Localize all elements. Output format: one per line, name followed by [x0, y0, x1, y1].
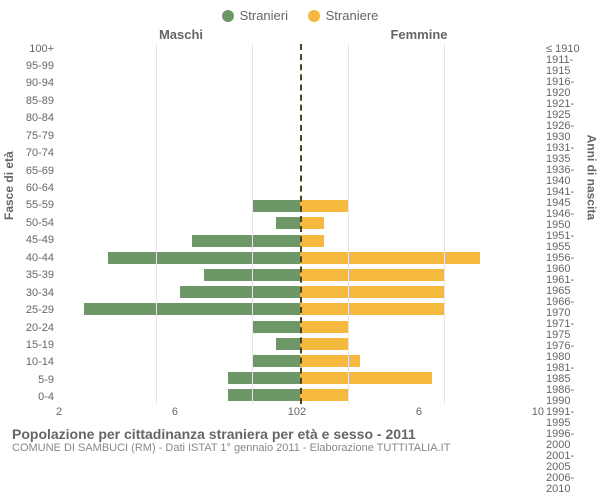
- y-left-tick: 40-44: [8, 253, 54, 264]
- y-left-tick: 65-69: [8, 166, 54, 177]
- y-left-tick: 0-4: [8, 392, 54, 403]
- y-right-tick: 1921-1925: [546, 99, 592, 121]
- bar-female: [300, 286, 444, 298]
- bar-female: [300, 235, 324, 247]
- x-tick: 10: [288, 406, 300, 418]
- y-left-tick: 35-39: [8, 270, 54, 281]
- x-tick: 10: [532, 406, 544, 418]
- y-left-tick: 45-49: [8, 235, 54, 246]
- y-right-tick: 1916-1920: [546, 77, 592, 99]
- y-left-tick: 5-9: [8, 375, 54, 386]
- y-left-tick: 85-89: [8, 96, 54, 107]
- bar-female: [300, 389, 348, 401]
- bars-area: [60, 44, 540, 404]
- legend: Stranieri Straniere: [0, 0, 600, 25]
- caption-sub: COMUNE DI SAMBUCI (RM) - Dati ISTAT 1° g…: [12, 442, 588, 454]
- y-left-tick: 100+: [8, 44, 54, 55]
- y-right-tick: 2001-2005: [546, 451, 592, 473]
- bar-female: [300, 252, 480, 264]
- legend-female: Straniere: [308, 8, 379, 23]
- header-male: Maschi: [62, 27, 300, 42]
- y-left-tick: 50-54: [8, 218, 54, 229]
- bar-male: [276, 338, 300, 350]
- y-left-tick: 10-14: [8, 357, 54, 368]
- x-tick: 2: [56, 406, 62, 418]
- bar-male: [84, 303, 300, 315]
- bar-male: [108, 252, 300, 264]
- column-headers: Maschi Femmine: [0, 25, 600, 44]
- legend-female-label: Straniere: [326, 8, 379, 23]
- y-right-tick: 2006-2010: [546, 473, 592, 495]
- bar-male: [252, 321, 300, 333]
- y-right-tick: 1926-1930: [546, 121, 592, 143]
- bar-male: [252, 200, 300, 212]
- y-right-tick: ≤ 1910: [546, 44, 592, 55]
- y-right-tick: 1981-1985: [546, 363, 592, 385]
- y-right-tick: 1996-2000: [546, 429, 592, 451]
- legend-male: Stranieri: [222, 8, 288, 23]
- gridline: [156, 44, 157, 404]
- y-left-tick: 70-74: [8, 148, 54, 159]
- y-left-tick: 55-59: [8, 200, 54, 211]
- legend-male-swatch: [222, 10, 234, 22]
- y-right-tick: 1931-1935: [546, 143, 592, 165]
- y-left-tick: 15-19: [8, 340, 54, 351]
- bar-female: [300, 355, 360, 367]
- y-right-tick: 1956-1960: [546, 253, 592, 275]
- y-axis-left: 100+ 95-99 90-94 85-89 80-84 75-79 70-74 65-69 6…: [8, 44, 60, 404]
- x-tick: 6: [172, 406, 178, 418]
- bar-male: [276, 217, 300, 229]
- y-left-tick: 80-84: [8, 113, 54, 124]
- y-right-tick: 1911-1915: [546, 55, 592, 77]
- x-tick: 6: [416, 406, 422, 418]
- legend-male-label: Stranieri: [240, 8, 288, 23]
- y-left-tick: 60-64: [8, 183, 54, 194]
- y-right-tick: 1971-1975: [546, 319, 592, 341]
- plot-area: 100+ 95-99 90-94 85-89 80-84 75-79 70-74 65-69 6…: [0, 44, 600, 404]
- y-axis-right: ≤ 19101911-19151916-19201921-19251926-19…: [540, 44, 592, 404]
- y-right-tick: 1976-1980: [546, 341, 592, 363]
- y-left-tick: 90-94: [8, 78, 54, 89]
- bar-female: [300, 372, 432, 384]
- x-axis-right: 2 6 10: [300, 406, 544, 418]
- y-right-tick: 1951-1955: [546, 231, 592, 253]
- x-axis: 10 6 2 2 6 10: [0, 404, 600, 418]
- bar-male: [180, 286, 300, 298]
- population-pyramid-chart: Fasce di età Anni di nascita Stranieri S…: [0, 0, 600, 500]
- y-right-tick: 1966-1970: [546, 297, 592, 319]
- y-left-tick: 30-34: [8, 288, 54, 299]
- y-left-tick: 25-29: [8, 305, 54, 316]
- y-right-tick: 1961-1965: [546, 275, 592, 297]
- y-right-tick: 1946-1950: [546, 209, 592, 231]
- bar-male: [228, 389, 300, 401]
- gridline: [348, 44, 349, 404]
- gridline: [444, 44, 445, 404]
- bar-female: [300, 321, 348, 333]
- bar-female: [300, 338, 348, 350]
- y-right-tick: 1936-1940: [546, 165, 592, 187]
- bar-female: [300, 303, 444, 315]
- y-left-tick: 20-24: [8, 323, 54, 334]
- legend-female-swatch: [308, 10, 320, 22]
- bar-female: [300, 200, 348, 212]
- center-line: [300, 44, 302, 404]
- y-left-tick: 95-99: [8, 61, 54, 72]
- bar-male: [252, 355, 300, 367]
- bar-male: [228, 372, 300, 384]
- bar-female: [300, 269, 444, 281]
- header-female: Femmine: [300, 27, 538, 42]
- bar-male: [192, 235, 300, 247]
- caption-title: Popolazione per cittadinanza straniera p…: [12, 426, 588, 442]
- y-left-tick: 75-79: [8, 131, 54, 142]
- bar-female: [300, 217, 324, 229]
- gridline: [252, 44, 253, 404]
- x-tick: 2: [300, 406, 306, 418]
- x-axis-left: 10 6 2: [56, 406, 300, 418]
- y-right-tick: 1941-1945: [546, 187, 592, 209]
- caption: Popolazione per cittadinanza straniera p…: [0, 418, 600, 454]
